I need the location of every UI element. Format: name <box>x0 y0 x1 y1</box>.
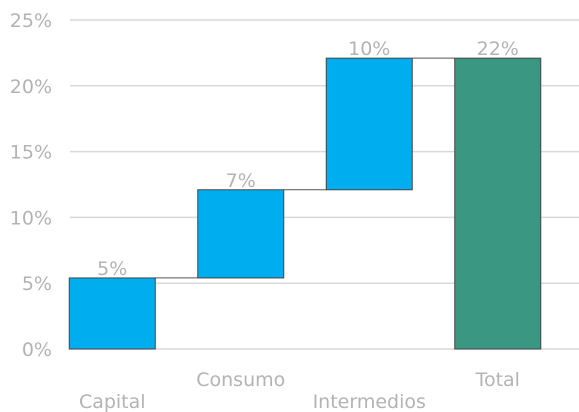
y-axis-ticks: 0% 5% 10% 15% 20% 25% <box>10 10 52 361</box>
data-label: 5% <box>97 258 127 280</box>
bar-total <box>454 57 542 350</box>
category-label: Capital <box>79 391 146 412</box>
data-labels: 5% 7% 10% 22% <box>97 38 519 280</box>
category-label: Intermedios <box>313 391 426 412</box>
category-label: Total <box>475 369 520 391</box>
y-tick-label: 25% <box>10 10 52 32</box>
bars <box>68 57 542 350</box>
y-tick-label: 0% <box>22 339 52 361</box>
y-tick-label: 10% <box>10 207 52 229</box>
bar-capital <box>68 277 156 350</box>
y-tick-label: 5% <box>22 273 52 295</box>
data-label: 10% <box>348 38 390 60</box>
data-label: 22% <box>477 38 519 60</box>
category-labels: Capital Consumo Intermedios Total <box>79 369 520 412</box>
y-tick-label: 15% <box>10 142 52 164</box>
category-label: Consumo <box>196 369 285 391</box>
data-label: 7% <box>226 170 256 192</box>
y-tick-label: 20% <box>10 76 52 98</box>
bar-intermedios <box>325 57 413 191</box>
connectors <box>155 57 455 279</box>
bar-consumo <box>197 189 285 279</box>
